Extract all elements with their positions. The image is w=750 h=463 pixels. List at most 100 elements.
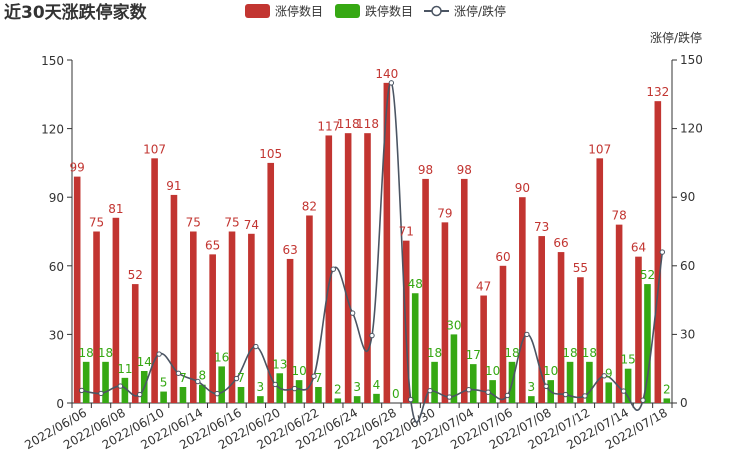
ratio-point[interactable]: [195, 378, 201, 385]
ratio-point[interactable]: [466, 387, 472, 393]
bar-limit-down[interactable]: [489, 380, 496, 403]
ratio-point[interactable]: [253, 343, 259, 350]
bar-limit-up[interactable]: [286, 258, 294, 403]
bar-limit-down[interactable]: [411, 293, 419, 403]
bar-limit-up[interactable]: [112, 217, 120, 403]
bar-limit-down[interactable]: [373, 393, 380, 403]
bar-limit-up[interactable]: [422, 178, 429, 403]
bar-limit-up[interactable]: [267, 162, 275, 403]
bar-limit-up[interactable]: [480, 295, 487, 403]
bar-limit-down[interactable]: [450, 334, 458, 403]
bar-limit-down[interactable]: [237, 386, 245, 403]
bar-limit-down[interactable]: [218, 366, 225, 403]
bar-limit-up[interactable]: [344, 133, 352, 403]
legend-swatch: [245, 4, 270, 18]
ratio-point[interactable]: [175, 370, 182, 376]
ratio-point[interactable]: [543, 383, 549, 390]
ratio-point[interactable]: [504, 392, 511, 399]
bar-limit-up[interactable]: [538, 236, 545, 403]
bar-limit-up[interactable]: [364, 133, 371, 403]
ratio-point[interactable]: [640, 397, 646, 403]
ratio-point[interactable]: [582, 393, 588, 399]
bar-limit-up[interactable]: [93, 231, 100, 404]
ratio-point[interactable]: [156, 351, 162, 357]
ratio-point[interactable]: [233, 375, 240, 382]
bar-limit-down[interactable]: [469, 364, 477, 403]
ratio-point[interactable]: [446, 394, 453, 400]
bar-limit-down[interactable]: [160, 391, 167, 403]
ratio-point[interactable]: [427, 387, 433, 394]
bar-limit-up[interactable]: [131, 284, 139, 403]
bar-limit-up[interactable]: [519, 197, 526, 403]
bar-limit-down[interactable]: [179, 386, 187, 403]
bar-limit-up[interactable]: [654, 101, 662, 403]
data-label-limit-up: 81: [108, 202, 123, 216]
bar-limit-up[interactable]: [306, 215, 313, 403]
bar-limit-up[interactable]: [170, 194, 178, 403]
data-label-limit-down: 18: [98, 346, 113, 360]
bar-limit-down[interactable]: [566, 361, 574, 403]
ratio-point[interactable]: [311, 373, 317, 379]
ratio-point[interactable]: [369, 332, 375, 339]
bar-limit-up[interactable]: [73, 176, 81, 403]
ratio-point[interactable]: [524, 331, 530, 338]
bar-limit-down[interactable]: [528, 396, 535, 403]
ratio-point[interactable]: [601, 373, 607, 379]
bar-limit-up[interactable]: [460, 178, 468, 403]
ratio-point[interactable]: [98, 390, 104, 397]
bar-limit-up[interactable]: [557, 252, 565, 403]
data-label-limit-up: 74: [244, 218, 259, 232]
ratio-point[interactable]: [137, 391, 143, 398]
ratio-point[interactable]: [485, 389, 491, 395]
bar-limit-up[interactable]: [441, 222, 449, 403]
ratio-point[interactable]: [620, 388, 627, 394]
bar-limit-up[interactable]: [615, 224, 623, 403]
bar-limit-down[interactable]: [605, 382, 613, 403]
ratio-point[interactable]: [214, 390, 220, 397]
legend-item-1[interactable]: 涨停数目: [245, 4, 323, 19]
bar-limit-up[interactable]: [577, 277, 584, 403]
ratio-point[interactable]: [659, 249, 666, 255]
bar-limit-down[interactable]: [82, 361, 90, 403]
legend-item-2[interactable]: 跌停数目: [335, 4, 413, 19]
ratio-point[interactable]: [349, 310, 356, 316]
legend[interactable]: 涨停数目 跌停数目 涨停/跌停: [245, 4, 506, 19]
bar-limit-down[interactable]: [315, 386, 322, 403]
bar-limit-up[interactable]: [499, 265, 507, 403]
ratio-point[interactable]: [562, 391, 569, 398]
data-label-limit-down: 2: [334, 382, 342, 396]
bar-limit-down[interactable]: [586, 361, 593, 403]
bar-limit-up[interactable]: [190, 231, 197, 404]
ratio-point[interactable]: [408, 396, 414, 403]
bar-limit-up[interactable]: [151, 158, 158, 403]
bar-limit-down[interactable]: [353, 396, 361, 403]
bar-limit-down[interactable]: [644, 284, 651, 403]
ratio-point[interactable]: [330, 266, 336, 272]
bar-limit-up[interactable]: [228, 231, 236, 404]
ratio-point[interactable]: [272, 381, 278, 388]
ratio-point[interactable]: [78, 387, 85, 394]
bar-limit-up[interactable]: [325, 135, 333, 403]
bar-limit-down[interactable]: [431, 361, 438, 403]
bar-limit-down[interactable]: [295, 380, 303, 403]
data-label-limit-up: 75: [224, 216, 239, 230]
bar-limit-down[interactable]: [121, 377, 129, 403]
bar-limit-down[interactable]: [257, 396, 264, 403]
bar-limit-down[interactable]: [624, 368, 632, 403]
data-label-limit-up: 118: [337, 117, 360, 131]
ratio-point[interactable]: [388, 80, 395, 86]
bar-limit-down[interactable]: [102, 361, 109, 403]
bar-limit-down[interactable]: [199, 384, 206, 403]
bar-limit-up[interactable]: [248, 233, 255, 403]
legend-item-3[interactable]: 涨停/跌停: [424, 4, 506, 19]
bar-limit-down[interactable]: [663, 398, 671, 403]
bar-limit-up[interactable]: [383, 82, 391, 403]
bar-limit-down[interactable]: [334, 398, 342, 403]
bar-limit-up[interactable]: [596, 158, 604, 403]
bar-limit-up[interactable]: [635, 256, 642, 403]
ratio-point[interactable]: [291, 385, 298, 392]
ratio-point[interactable]: [117, 383, 124, 389]
bar-limit-up[interactable]: [209, 254, 216, 403]
